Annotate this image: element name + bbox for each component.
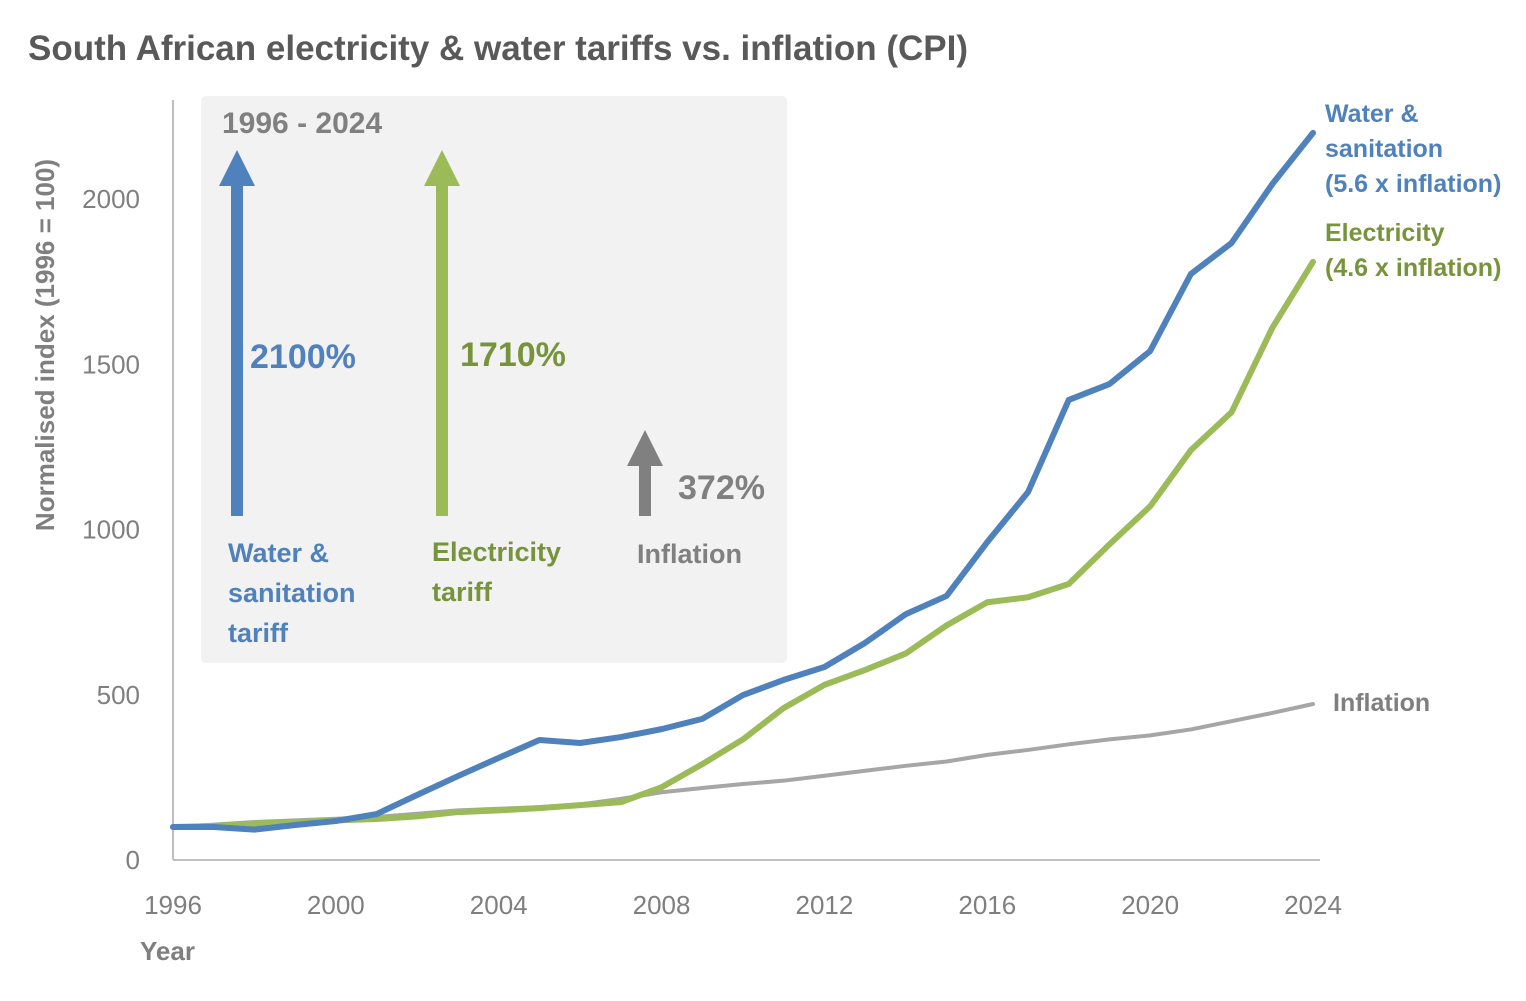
series-label: Inflation	[1333, 689, 1430, 717]
inset-label: tariff	[228, 618, 289, 648]
inset-period: 1996 - 2024	[222, 107, 382, 140]
inset-arrow-group: 2100% Water & sanitation tariff	[219, 150, 356, 648]
arrow-shaft	[639, 460, 651, 516]
x-tick-label: 1996	[144, 890, 202, 920]
series-line-water	[170, 129, 1316, 833]
series-line-electricity	[170, 258, 1316, 830]
y-tick-label: 500	[97, 680, 140, 710]
series-label: (4.6 x inflation)	[1325, 254, 1501, 282]
inset-label: Water &	[228, 538, 329, 568]
y-tick-label: 1000	[82, 515, 140, 545]
arrow-up-icon	[424, 150, 460, 186]
y-tick-label: 0	[126, 845, 140, 875]
x-tick-label: 2000	[307, 890, 365, 920]
inset-value: 1710%	[460, 336, 566, 374]
inset-background	[201, 96, 787, 663]
y-tick-label: 2000	[82, 184, 140, 214]
series-line-inflation	[171, 702, 1315, 829]
series-label: sanitation	[1325, 135, 1443, 163]
inset-arrow-group: 372% Inflation	[627, 430, 765, 569]
arrow-shaft	[231, 180, 243, 516]
inset-label: Inflation	[637, 539, 742, 569]
inset-label: Electricity	[432, 537, 561, 567]
series-label: Water &	[1325, 100, 1419, 128]
series-label: (5.6 x inflation)	[1325, 170, 1501, 198]
series-label: Electricity	[1325, 219, 1445, 247]
inset-label: sanitation	[228, 578, 356, 608]
inset-value: 2100%	[250, 338, 356, 376]
inset-box: 1996 - 2024 2100% Water & sanitation tariff…	[201, 96, 787, 663]
arrow-up-icon	[219, 150, 255, 186]
inset-label: tariff	[432, 577, 493, 607]
x-tick-label: 2008	[633, 890, 691, 920]
y-axis-title: Normalised index (1996 = 100)	[30, 159, 60, 531]
x-tick-label: 2004	[470, 890, 528, 920]
inset-arrow-group: 1710% Electricity tariff	[424, 150, 566, 607]
x-tick-label: 2012	[796, 890, 854, 920]
chart-title: South African electricity & water tariff…	[28, 29, 968, 68]
arrow-shaft	[436, 180, 448, 516]
y-tick-label: 1500	[82, 349, 140, 379]
x-axis-title: Year	[140, 936, 195, 966]
x-tick-label: 2024	[1284, 890, 1342, 920]
arrow-up-icon	[627, 430, 663, 466]
inset-value: 372%	[678, 469, 765, 507]
x-tick-label: 2016	[958, 890, 1016, 920]
x-tick-label: 2020	[1121, 890, 1179, 920]
